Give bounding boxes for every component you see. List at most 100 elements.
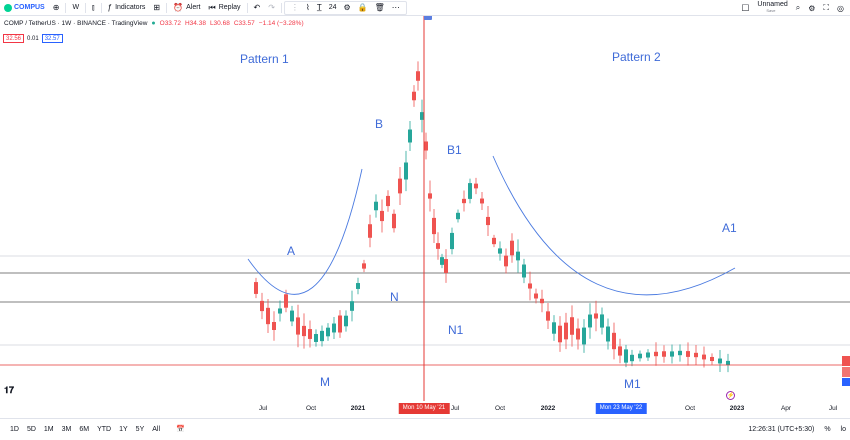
chart-type-button[interactable]: ⫾ — [88, 0, 99, 16]
trash-icon[interactable]: 🗑 — [374, 3, 385, 12]
range-1y[interactable]: 1Y — [119, 425, 128, 433]
candle-body — [468, 183, 472, 199]
candle-body — [618, 346, 622, 356]
range-1d[interactable]: 1D — [10, 425, 19, 433]
time-tick: Jul — [828, 405, 838, 412]
candle-body — [718, 358, 722, 364]
date-range-calendar-icon[interactable]: 📅 — [176, 426, 185, 433]
time-tick: Oct — [684, 405, 696, 412]
candle-body — [290, 310, 294, 322]
search-icon[interactable]: ⌕ — [795, 3, 801, 12]
text-tool-icon[interactable]: T̲ — [316, 3, 322, 12]
layout-square-icon[interactable]: ☐ — [741, 2, 750, 13]
candle-body — [474, 183, 478, 189]
annotation-b[interactable]: B — [375, 117, 384, 131]
candle-body — [314, 334, 318, 342]
crosshair-handle-icon[interactable] — [424, 14, 432, 20]
annotation-a1[interactable]: A1 — [722, 221, 737, 235]
legend-eye-icon[interactable]: ● — [151, 20, 156, 27]
alert-button[interactable]: ⏰ Alert — [169, 0, 204, 16]
time-tick: Oct — [494, 405, 506, 412]
time-tick: Jul — [258, 405, 268, 412]
candle-body — [528, 283, 532, 289]
annotation-n[interactable]: N — [390, 290, 399, 304]
candle-body — [368, 224, 372, 238]
camera-icon[interactable]: ◎ — [837, 3, 844, 13]
candle-body — [582, 327, 586, 345]
replay-button[interactable]: ⏮ Replay — [205, 0, 245, 16]
percent-toggle[interactable]: % — [824, 426, 831, 433]
legend-close: C33.57 — [233, 20, 255, 27]
more-options-icon[interactable]: ⋯ — [391, 3, 400, 12]
range-1m[interactable]: 1M — [43, 425, 54, 433]
candle-body — [486, 216, 490, 226]
range-ytd[interactable]: YTD — [97, 425, 112, 433]
time-tick: 2023 — [729, 405, 745, 412]
lock-icon[interactable]: 🔒 — [357, 3, 368, 12]
layout-name[interactable]: Unnamed Save — [757, 1, 787, 14]
range-5d[interactable]: 5D — [26, 425, 36, 433]
templates-button[interactable]: ⊞ — [149, 0, 164, 16]
symbol-search[interactable]: COMPUS — [0, 0, 49, 16]
candle-body — [332, 323, 336, 333]
indicators-button[interactable]: ƒ Indicators — [104, 0, 150, 16]
symbol-logo-icon — [4, 3, 12, 12]
range-3m[interactable]: 3M — [61, 425, 72, 433]
annotation-a[interactable]: A — [287, 244, 296, 258]
candle-body — [606, 326, 610, 342]
candle-body — [612, 332, 616, 350]
annotation-m1[interactable]: M1 — [624, 377, 641, 391]
interval-button[interactable]: W — [68, 0, 83, 16]
compare-button[interactable]: ⊕ — [49, 0, 64, 16]
time-axis[interactable]: Jul Oct 2021 Jul Oct 2022 Oct 2023 Apr J… — [0, 401, 850, 417]
candle-body — [266, 307, 270, 325]
tradingview-logo[interactable]: 𝟏𝟕 — [4, 385, 15, 395]
grid-icon: ⊞ — [153, 3, 161, 12]
candle-body — [678, 350, 682, 356]
drag-handle-icon[interactable]: ⋮ — [290, 3, 299, 12]
candle-body — [462, 198, 466, 204]
settings-gear-icon[interactable]: ⚙ — [343, 3, 351, 12]
candle-body — [412, 91, 416, 101]
annotation-m[interactable]: M — [320, 375, 330, 389]
annotation-pattern-2[interactable]: Pattern 2 — [612, 50, 661, 64]
chart-pane[interactable] — [0, 14, 850, 401]
range-6m[interactable]: 6M — [79, 425, 90, 433]
candle-body — [504, 255, 508, 267]
indicators-icon: ƒ — [107, 3, 113, 12]
lightning-icon[interactable]: ⚡ — [726, 391, 735, 400]
pattern-1-curve[interactable] — [247, 168, 363, 295]
range-all[interactable]: All — [152, 425, 161, 433]
undo-button[interactable]: ↶ — [250, 0, 265, 16]
text-size-value[interactable]: 24 — [328, 4, 337, 11]
sell-button[interactable]: 32.56 — [3, 34, 25, 43]
candle-body — [254, 282, 258, 294]
redo-button[interactable]: ↷ — [264, 0, 279, 16]
indicators-label: Indicators — [115, 4, 146, 11]
annotation-pattern-1[interactable]: Pattern 1 — [240, 52, 289, 66]
legend-low: L30.68 — [209, 20, 230, 27]
price-chart[interactable] — [0, 14, 850, 401]
settings-icon[interactable]: ⚙ — [808, 3, 816, 13]
pattern-2-curve[interactable] — [492, 155, 736, 296]
candle-body — [576, 328, 580, 340]
candle-body — [516, 251, 520, 261]
symbol-name: COMPUS — [14, 4, 45, 11]
candle-body — [440, 257, 444, 265]
bottom-bar: 1D 5D 1M 3M 6M YTD 1Y 5Y All 📅 12:26:31 … — [0, 418, 850, 439]
interval-label: W — [72, 4, 80, 11]
clock-label[interactable]: 12:26:31 (UTC+5:30) — [748, 426, 815, 433]
fullscreen-icon[interactable]: ⛶ — [823, 3, 830, 12]
annotation-b1[interactable]: B1 — [447, 143, 462, 157]
buy-button[interactable]: 32.57 — [41, 34, 63, 43]
replay-icon: ⏮ — [208, 2, 216, 12]
log-toggle[interactable]: lo — [840, 426, 846, 433]
alarm-clock-icon: ⏰ — [173, 3, 184, 12]
legend-change: −1.14 (−3.28%) — [258, 20, 304, 27]
candle-body — [408, 129, 412, 143]
candle-body — [260, 300, 264, 312]
annotation-n1[interactable]: N1 — [448, 323, 464, 337]
line-tool-icon[interactable]: ⌇ — [305, 3, 310, 12]
range-5y[interactable]: 5Y — [135, 425, 145, 433]
candle-body — [272, 322, 276, 330]
